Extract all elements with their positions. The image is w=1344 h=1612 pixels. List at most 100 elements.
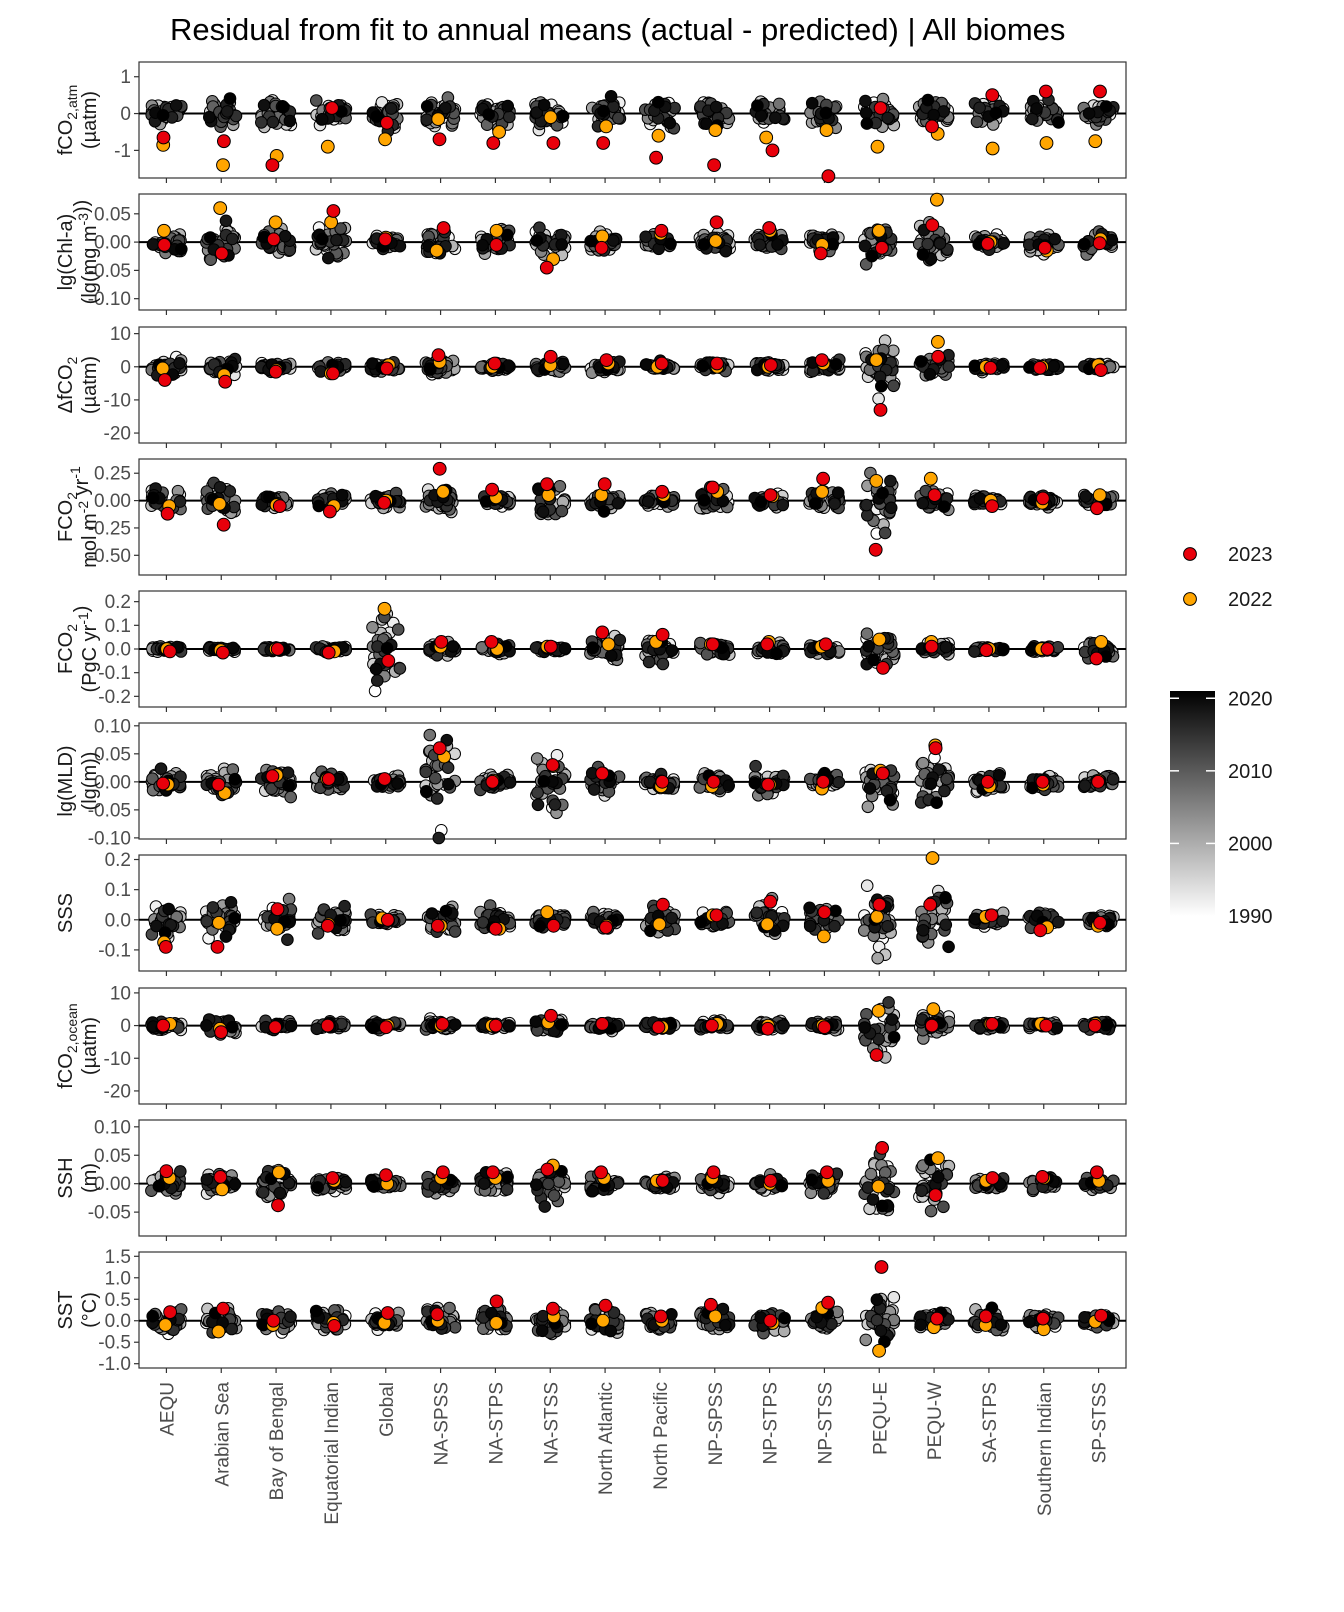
y-axis-label-part: fCO bbox=[55, 120, 77, 156]
point-2020 bbox=[1082, 107, 1096, 120]
y-tick-label: -0.1 bbox=[98, 940, 131, 961]
y-axis-label: lg(MLD) bbox=[55, 745, 77, 816]
point-2021 bbox=[754, 495, 768, 509]
point-2017 bbox=[266, 115, 280, 129]
y-tick-label: -20 bbox=[104, 1081, 131, 1102]
y-axis-unit-label: (µatm) bbox=[79, 1017, 101, 1075]
point-2014 bbox=[612, 111, 625, 125]
points bbox=[145, 996, 1117, 1064]
point-2023 bbox=[705, 637, 720, 652]
point-2022 bbox=[1039, 136, 1054, 150]
point-2023 bbox=[488, 921, 503, 936]
point-2023 bbox=[325, 101, 339, 115]
point-2021 bbox=[697, 493, 711, 507]
point-2023 bbox=[760, 1021, 775, 1036]
point-2023 bbox=[377, 495, 392, 510]
point-2015 bbox=[749, 759, 762, 773]
points bbox=[146, 192, 1119, 275]
point-2001 bbox=[871, 951, 885, 965]
point-2021 bbox=[556, 110, 570, 123]
point-2022 bbox=[429, 243, 444, 258]
point-2023 bbox=[1033, 360, 1047, 375]
point-2022 bbox=[930, 192, 944, 207]
point-2023 bbox=[156, 1018, 171, 1033]
y-axis-unit-part: (lg(mg m bbox=[79, 225, 101, 304]
point-2017 bbox=[371, 674, 384, 687]
point-2023 bbox=[488, 1018, 503, 1033]
point-2021 bbox=[697, 238, 711, 251]
point-2019 bbox=[278, 229, 292, 243]
point-2021 bbox=[423, 362, 437, 376]
y-axis-label-part: 2 bbox=[64, 492, 80, 500]
point-2018 bbox=[1078, 779, 1092, 792]
point-2022 bbox=[599, 119, 613, 134]
point-2018 bbox=[1026, 112, 1039, 126]
point-2021 bbox=[1099, 100, 1113, 113]
y-tick-label: 0 bbox=[120, 357, 131, 378]
point-2007 bbox=[860, 627, 874, 641]
point-2021 bbox=[156, 109, 170, 122]
point-2023 bbox=[817, 905, 832, 920]
point-2017 bbox=[281, 933, 294, 947]
point-2023 bbox=[649, 150, 663, 165]
point-2023 bbox=[875, 240, 889, 255]
points bbox=[145, 334, 1120, 417]
point-2021 bbox=[664, 237, 677, 251]
y-axis-label-part: 2,ocean bbox=[64, 1003, 80, 1053]
point-2011 bbox=[310, 94, 323, 107]
point-2023 bbox=[432, 461, 447, 476]
point-2019 bbox=[530, 106, 544, 119]
point-2023 bbox=[270, 902, 285, 917]
point-2023 bbox=[539, 260, 554, 275]
point-2023 bbox=[927, 488, 942, 503]
point-2023 bbox=[925, 218, 940, 233]
point-2021 bbox=[808, 497, 822, 510]
point-2021 bbox=[860, 117, 874, 130]
y-axis-label: FCO2 bbox=[55, 492, 80, 542]
panel-frame bbox=[138, 193, 1127, 311]
point-2021 bbox=[875, 379, 888, 393]
point-2021 bbox=[867, 653, 881, 667]
point-2020 bbox=[1105, 233, 1119, 247]
point-2022 bbox=[601, 637, 616, 652]
point-2020 bbox=[442, 777, 455, 791]
y-axis-label-part: 2 bbox=[64, 624, 80, 632]
point-2022 bbox=[870, 909, 884, 924]
y-tick-label: 0.00 bbox=[94, 772, 131, 793]
point-2023 bbox=[654, 356, 669, 371]
point-2016 bbox=[503, 110, 516, 124]
y-axis-label-part: lg(Chl-a) bbox=[55, 214, 77, 291]
point-2023 bbox=[485, 774, 500, 789]
point-2023 bbox=[431, 348, 446, 363]
point-2018 bbox=[384, 102, 398, 115]
point-2014 bbox=[531, 786, 544, 800]
point-2023 bbox=[266, 232, 281, 247]
point-2021 bbox=[829, 358, 843, 371]
point-2020 bbox=[537, 98, 551, 112]
point-2022 bbox=[759, 130, 774, 145]
point-2020 bbox=[771, 238, 784, 251]
point-2019 bbox=[803, 919, 817, 933]
point-2023 bbox=[268, 364, 283, 379]
point-2018 bbox=[281, 766, 295, 780]
point-2021 bbox=[228, 772, 242, 786]
point-2020 bbox=[203, 110, 216, 124]
point-2023 bbox=[813, 246, 828, 261]
point-2002 bbox=[861, 800, 875, 814]
point-2021 bbox=[876, 486, 889, 500]
point-2020 bbox=[863, 782, 877, 795]
point-2023 bbox=[875, 766, 890, 781]
point-2021 bbox=[937, 500, 951, 514]
panel-frame bbox=[138, 326, 1127, 444]
point-2023 bbox=[979, 643, 994, 658]
point-2019 bbox=[150, 919, 163, 933]
point-2023 bbox=[984, 908, 999, 923]
point-2023 bbox=[430, 918, 445, 933]
point-2023 bbox=[158, 940, 173, 954]
point-2016 bbox=[642, 655, 656, 669]
y-axis-label-part: 2 bbox=[64, 356, 80, 364]
point-2018 bbox=[219, 214, 233, 228]
